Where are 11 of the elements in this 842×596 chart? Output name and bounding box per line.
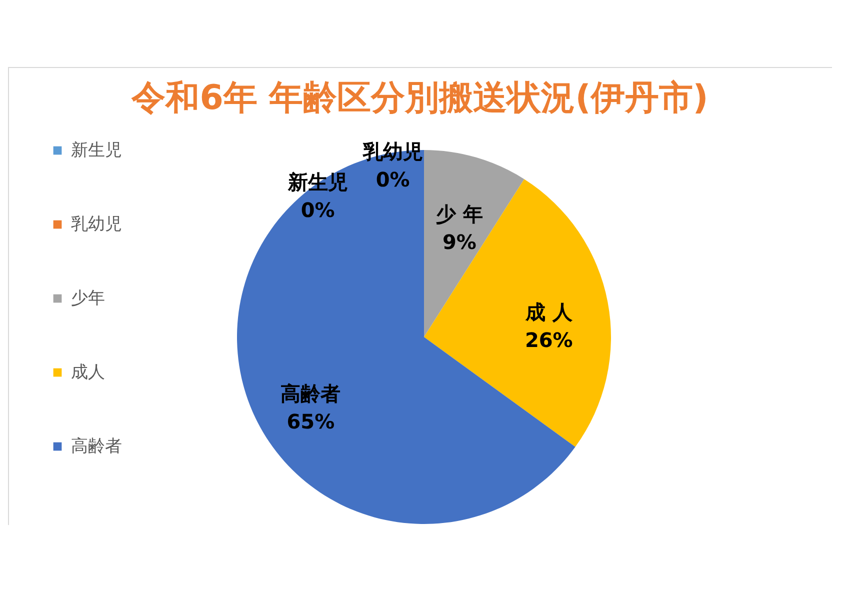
pie-slice [424, 150, 524, 337]
legend-label: 新生児 [71, 140, 122, 160]
data-label: 高齢者 65% [280, 382, 341, 434]
legend-label: 高齢者 [71, 436, 122, 456]
legend-label: 少年 [71, 288, 105, 308]
data-label: 少 年 9% [436, 202, 483, 254]
chart-title: 令和6年 年齢区分別搬送状況(伊丹市) [130, 78, 708, 118]
data-label: 成 人 26% [524, 300, 574, 352]
legend-label: 成人 [71, 362, 105, 382]
pie-slice [424, 179, 611, 447]
legend-label: 乳幼児 [71, 214, 122, 234]
